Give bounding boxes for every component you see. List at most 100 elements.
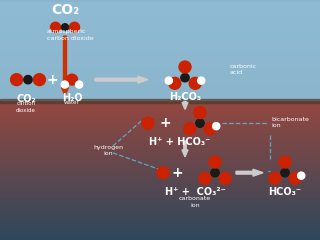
Text: +: + xyxy=(46,73,58,87)
Bar xyxy=(0,171,320,174)
Bar xyxy=(0,201,320,204)
Bar xyxy=(0,5,320,7)
Bar xyxy=(0,107,320,110)
Circle shape xyxy=(69,22,79,32)
Bar xyxy=(0,104,320,107)
Bar xyxy=(0,79,320,82)
Circle shape xyxy=(199,172,211,184)
Bar xyxy=(0,151,320,154)
Bar xyxy=(0,146,320,149)
Text: atmospheric
carbon dioxide: atmospheric carbon dioxide xyxy=(47,29,94,41)
Bar xyxy=(0,17,320,20)
Bar xyxy=(0,15,320,17)
Circle shape xyxy=(169,77,181,89)
Bar xyxy=(0,27,320,30)
Text: bicarbonate
ion: bicarbonate ion xyxy=(271,117,309,128)
Circle shape xyxy=(142,117,154,129)
Bar xyxy=(0,198,320,201)
Bar xyxy=(0,84,320,87)
Bar xyxy=(0,49,320,52)
Bar xyxy=(0,149,320,151)
Bar xyxy=(0,129,320,132)
Bar xyxy=(0,59,320,62)
Bar xyxy=(0,138,320,140)
Bar xyxy=(0,135,320,138)
Bar xyxy=(0,190,320,193)
Circle shape xyxy=(194,107,206,119)
Bar xyxy=(0,215,320,218)
Bar xyxy=(0,162,320,165)
Circle shape xyxy=(204,123,216,135)
Circle shape xyxy=(24,76,32,84)
Bar xyxy=(0,42,320,44)
Circle shape xyxy=(61,81,68,88)
Bar xyxy=(0,185,320,187)
Circle shape xyxy=(179,61,191,73)
Bar xyxy=(0,221,320,223)
Text: H₂CO₃: H₂CO₃ xyxy=(169,91,201,102)
Text: carbonic
acid: carbonic acid xyxy=(230,64,257,75)
Bar xyxy=(0,37,320,40)
Circle shape xyxy=(196,119,204,127)
Circle shape xyxy=(67,74,77,85)
Bar xyxy=(0,69,320,72)
Bar xyxy=(0,207,320,210)
Circle shape xyxy=(198,77,205,84)
Circle shape xyxy=(289,172,301,184)
Circle shape xyxy=(269,172,281,184)
Circle shape xyxy=(298,172,305,179)
Bar xyxy=(0,160,320,162)
FancyArrow shape xyxy=(236,169,263,176)
Bar xyxy=(0,99,320,102)
Text: H₂O: H₂O xyxy=(62,93,82,102)
Circle shape xyxy=(212,123,220,130)
Circle shape xyxy=(76,81,83,88)
Bar xyxy=(0,96,320,99)
Bar xyxy=(0,196,320,198)
Text: hydrogen
ion: hydrogen ion xyxy=(93,145,123,156)
Bar xyxy=(0,89,320,91)
FancyArrow shape xyxy=(61,36,68,96)
Bar xyxy=(0,99,320,103)
Bar xyxy=(0,94,320,96)
Bar xyxy=(0,110,320,113)
Text: CO₂: CO₂ xyxy=(51,3,79,17)
Bar xyxy=(0,154,320,157)
Bar xyxy=(0,77,320,79)
Circle shape xyxy=(219,172,231,184)
Bar xyxy=(0,12,320,15)
Bar xyxy=(0,74,320,77)
Circle shape xyxy=(11,74,23,86)
Bar xyxy=(0,40,320,42)
Bar xyxy=(0,226,320,229)
Text: +: + xyxy=(171,166,183,180)
Circle shape xyxy=(189,77,201,89)
Bar xyxy=(0,10,320,12)
Circle shape xyxy=(61,24,68,31)
Bar xyxy=(0,218,320,221)
Bar xyxy=(0,62,320,64)
Bar xyxy=(0,157,320,160)
Bar xyxy=(0,35,320,37)
Bar xyxy=(0,121,320,124)
Text: CO₂: CO₂ xyxy=(16,94,36,103)
Circle shape xyxy=(33,74,45,86)
Bar xyxy=(0,212,320,215)
Bar xyxy=(0,7,320,10)
FancyArrow shape xyxy=(182,141,188,157)
Bar xyxy=(0,72,320,74)
Circle shape xyxy=(209,156,221,168)
Bar xyxy=(0,25,320,27)
Bar xyxy=(0,102,320,104)
Bar xyxy=(0,132,320,135)
Circle shape xyxy=(281,168,289,177)
Bar xyxy=(0,20,320,22)
Bar xyxy=(0,44,320,47)
Bar xyxy=(0,234,320,237)
Circle shape xyxy=(211,168,219,177)
Bar xyxy=(0,193,320,196)
Text: carbon
dioxide: carbon dioxide xyxy=(16,102,36,113)
Circle shape xyxy=(184,123,196,135)
Bar xyxy=(0,179,320,182)
Circle shape xyxy=(51,22,60,32)
